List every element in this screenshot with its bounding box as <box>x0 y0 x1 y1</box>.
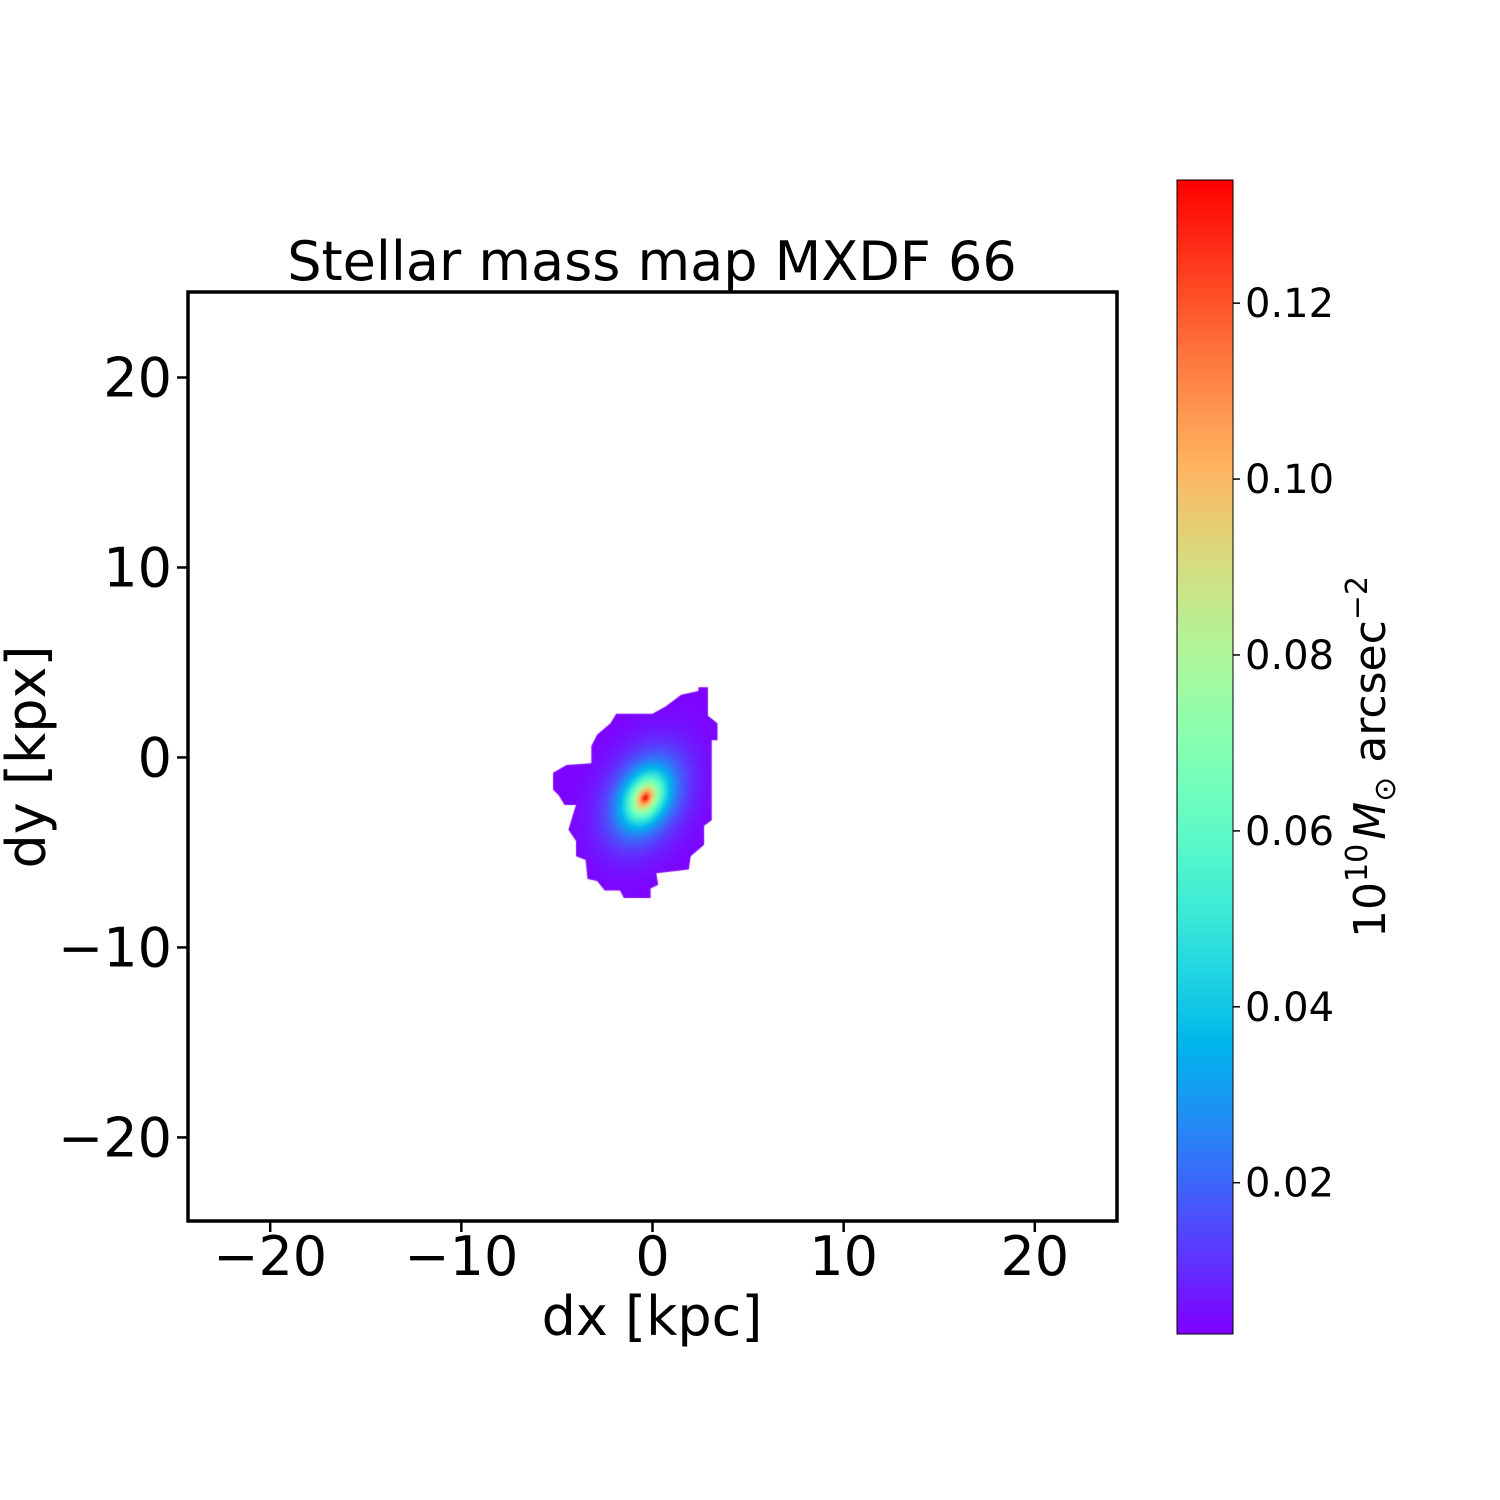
y-axis-label: dy [kpx] <box>0 645 58 868</box>
x-tick-label: 0 <box>635 1225 669 1288</box>
colorbar-tick-label: 0.10 <box>1245 457 1334 503</box>
y-tick-label: 0 <box>138 726 172 789</box>
colorbar-tick-label: 0.08 <box>1245 633 1334 679</box>
plot-frame <box>186 290 1119 1223</box>
colorbar-frame <box>1176 179 1234 1335</box>
chart-title: Stellar mass map MXDF 66 <box>287 230 1017 293</box>
x-tick-label: 20 <box>1000 1225 1069 1288</box>
colorbar-tick-label: 0.02 <box>1245 1161 1334 1207</box>
x-tick-label: −10 <box>404 1225 518 1288</box>
colorbar-tick-label: 0.06 <box>1245 809 1334 855</box>
y-tick-label: −10 <box>58 916 172 979</box>
x-tick-label: 10 <box>809 1225 878 1288</box>
y-tick-label: 10 <box>103 536 172 599</box>
x-axis-label: dx [kpc] <box>542 1285 763 1348</box>
y-tick-label: −20 <box>58 1106 172 1169</box>
x-tick-label: −20 <box>213 1225 327 1288</box>
heatmap-image <box>188 292 1117 1221</box>
colorbar-label: 1010M⊙ arcsec−2 <box>1340 576 1403 938</box>
colorbar-gradient <box>1177 180 1233 1334</box>
colorbar-tick-label: 0.04 <box>1245 985 1334 1031</box>
y-tick-label: 20 <box>103 346 172 409</box>
colorbar-tick-label: 0.12 <box>1245 281 1334 327</box>
